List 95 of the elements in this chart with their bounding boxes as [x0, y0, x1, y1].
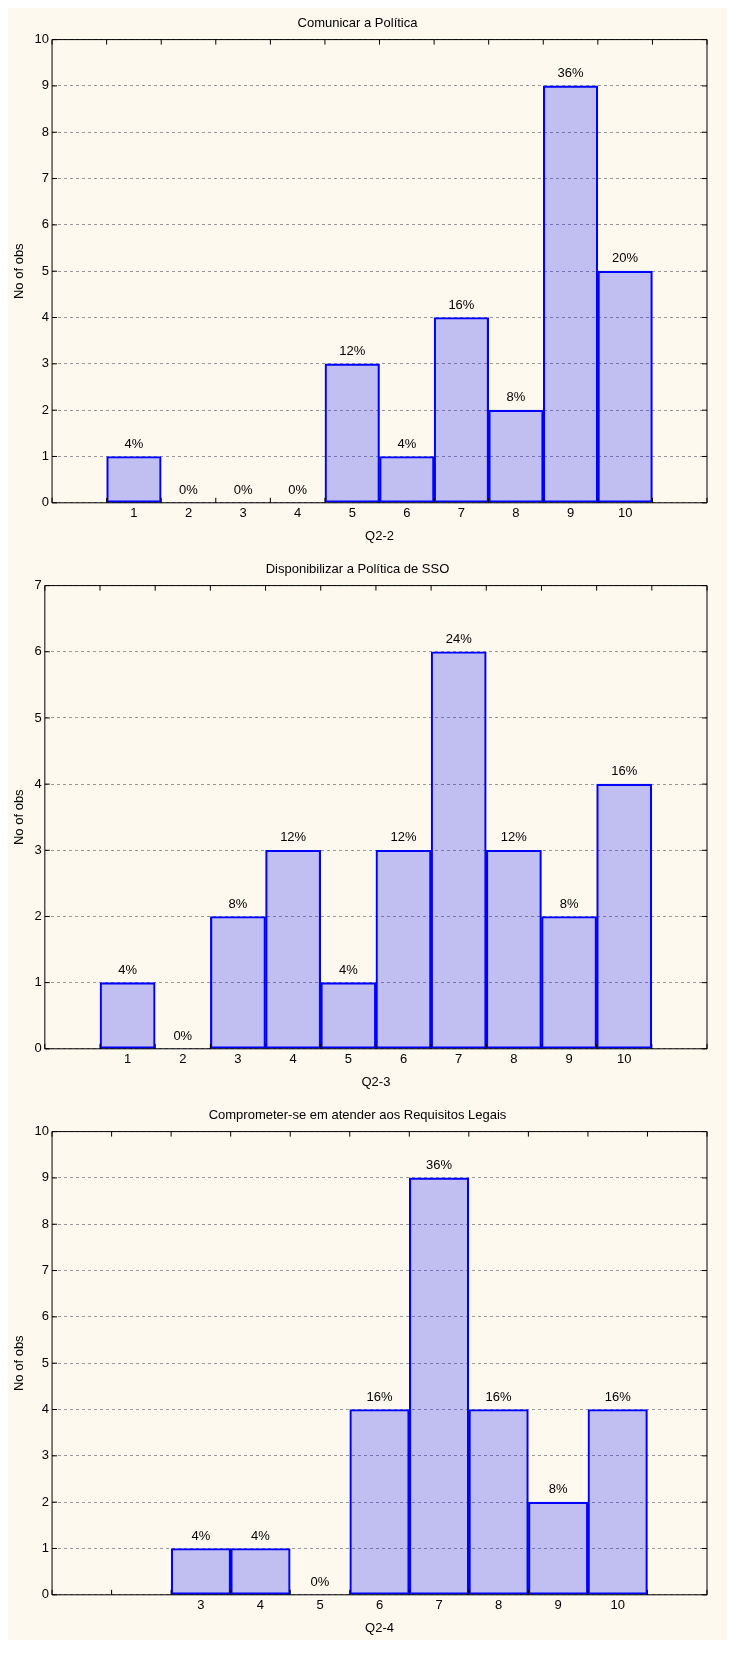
chart-title: Comprometer-se em atender aos Requisitos Legais [208, 1107, 507, 1123]
x-tick-label: 5 [316, 1597, 324, 1613]
x-axis-title: Q2-4 [365, 1619, 394, 1635]
x-tick-label: 10 [610, 1597, 625, 1613]
y-tick-label: 2 [34, 908, 42, 924]
annotation: 16% [485, 1388, 513, 1404]
y-tick-label: 6 [41, 216, 50, 232]
y-tick-label: 1 [41, 1540, 50, 1556]
x-tick-label: 4 [289, 1051, 297, 1067]
chart-title: Comunicar a Política [297, 15, 419, 31]
y-tick-label: 10 [34, 1123, 50, 1139]
x-tick-label: 7 [435, 1597, 443, 1613]
y-tick-label: 5 [41, 1354, 50, 1370]
annotation: 4% [251, 1527, 271, 1543]
x-tick-label: 10 [617, 505, 633, 521]
x-tick-label: 3 [197, 1597, 205, 1613]
y-tick-label: 4 [41, 1401, 50, 1417]
y-tick-label: 4 [41, 309, 50, 325]
x-tick-label: 9 [554, 1597, 562, 1613]
x-tick-label: 6 [399, 1051, 408, 1067]
y-tick-label: 6 [41, 1308, 50, 1324]
y-tick-label: 0 [34, 1040, 42, 1056]
x-tick-label: 3 [234, 1051, 242, 1067]
y-tick-label: 3 [41, 1447, 50, 1463]
x-tick-label: 9 [565, 1051, 573, 1067]
annotation: 0% [173, 1027, 193, 1043]
annotation: 16% [604, 1388, 632, 1404]
annotation: 20% [612, 250, 639, 266]
chart-title: Disponibilizar a Política de SSO [265, 561, 450, 577]
annotation: 16% [611, 763, 638, 779]
annotation: 12% [339, 342, 366, 358]
annotation: 0% [233, 481, 253, 497]
y-tick-label: 5 [34, 709, 42, 725]
annotation: 36% [557, 65, 584, 80]
annotation: 8% [228, 895, 248, 911]
x-tick-label: 8 [510, 1051, 518, 1067]
x-tick-label: 4 [256, 1597, 265, 1613]
x-tick-label: 5 [344, 1051, 352, 1067]
annotation: 36% [426, 1157, 453, 1172]
x-axis-title: Q2-2 [365, 527, 394, 543]
x-tick-label: 7 [455, 1051, 463, 1067]
annotation: 12% [390, 829, 417, 845]
y-tick-label: 7 [41, 170, 50, 186]
annotation: 4% [338, 961, 359, 977]
y-tick-label: 3 [34, 841, 42, 857]
y-tick-label: 8 [41, 123, 50, 139]
y-tick-label: 5 [41, 262, 50, 278]
annotation: 0% [179, 481, 199, 497]
y-tick-label: 10 [34, 31, 50, 47]
annotation: 0% [288, 481, 308, 497]
y-tick-label: 3 [41, 355, 50, 371]
x-tick-label: 6 [375, 1597, 384, 1613]
annotation: 16% [448, 296, 475, 312]
annotation: 8% [506, 389, 526, 405]
annotation: 16% [366, 1388, 393, 1404]
annotation: 12% [280, 829, 307, 845]
y-tick-label: 0 [41, 494, 50, 510]
x-tick-label: 7 [457, 505, 466, 521]
annotation: 24% [445, 630, 473, 646]
y-tick-label: 2 [41, 1493, 50, 1509]
y-tick-label: 6 [34, 643, 42, 659]
x-tick-label: 1 [130, 505, 138, 521]
y-tick-label: 1 [41, 448, 50, 464]
y-axis-title: No of obs [11, 1334, 27, 1392]
y-tick-label: 8 [41, 1215, 50, 1231]
y-tick-label: 4 [34, 775, 42, 791]
x-tick-label: 9 [566, 505, 575, 521]
x-tick-label: 1 [123, 1051, 132, 1067]
x-tick-label: 8 [512, 505, 520, 521]
x-tick-label: 10 [616, 1051, 632, 1067]
x-tick-label: 6 [403, 505, 411, 521]
annotation: 4% [118, 961, 138, 977]
annotation: 4% [397, 435, 417, 451]
annotation: 12% [500, 829, 528, 845]
y-axis-title: No of obs [11, 788, 27, 846]
annotation: 0% [310, 1573, 330, 1589]
x-tick-label: 2 [179, 1051, 187, 1067]
x-tick-label: 5 [348, 505, 356, 521]
y-tick-label: 2 [41, 401, 50, 417]
y-tick-label: 9 [41, 77, 50, 93]
annotation: 4% [191, 1527, 211, 1543]
annotation: 4% [124, 435, 144, 451]
y-tick-label: 0 [41, 1586, 50, 1602]
annotation: 8% [559, 895, 579, 911]
y-tick-label: 9 [41, 1169, 50, 1185]
y-tick-label: 7 [41, 1262, 50, 1278]
y-tick-label: 1 [34, 974, 42, 990]
y-axis-title: No of obs [11, 242, 27, 300]
annotation: 8% [548, 1481, 568, 1497]
x-tick-label: 2 [184, 505, 193, 521]
x-axis-title: Q2-3 [361, 1073, 391, 1089]
x-tick-label: 3 [239, 505, 247, 521]
x-tick-label: 4 [294, 505, 302, 521]
x-tick-label: 8 [494, 1597, 503, 1613]
y-tick-label: 7 [34, 577, 42, 593]
